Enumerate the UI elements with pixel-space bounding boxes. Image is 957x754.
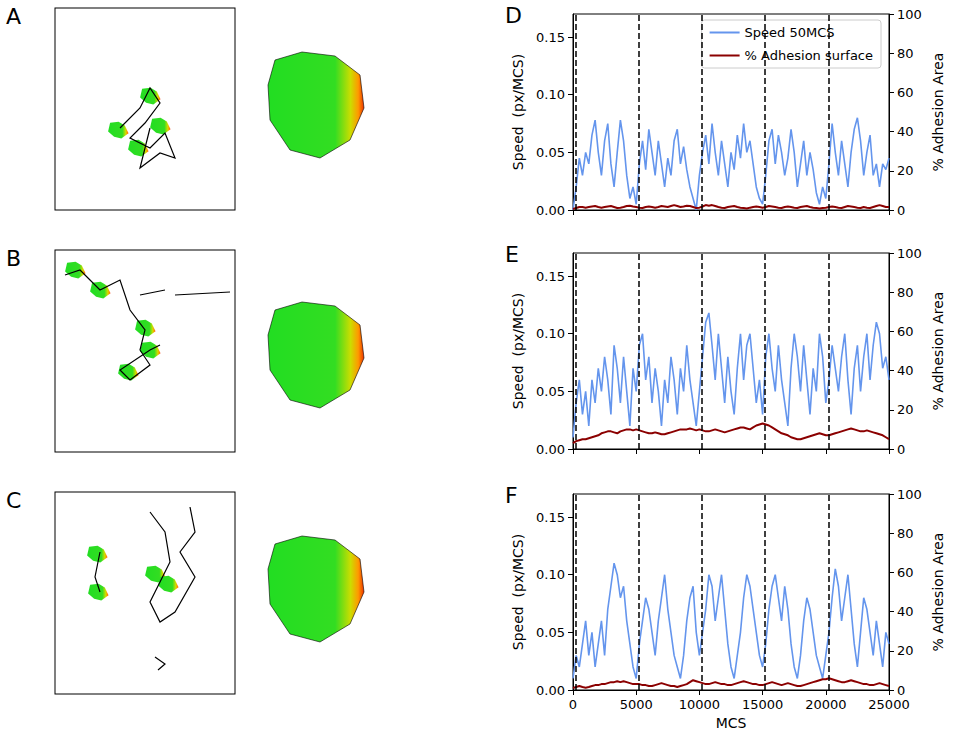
svg-text:10000: 10000	[679, 697, 720, 712]
svg-text:80: 80	[897, 46, 914, 61]
svg-text:0.15: 0.15	[536, 510, 565, 525]
svg-text:20: 20	[897, 163, 914, 178]
svg-text:40: 40	[897, 363, 914, 378]
svg-text:40: 40	[897, 124, 914, 139]
svg-text:% Adhesion surface: % Adhesion surface	[745, 48, 873, 63]
svg-text:C: C	[6, 488, 21, 513]
svg-text:25000: 25000	[868, 697, 909, 712]
svg-text:Speed (px/MCS): Speed (px/MCS)	[510, 534, 526, 650]
svg-text:20: 20	[897, 643, 914, 658]
svg-text:Speed 50MCS: Speed 50MCS	[745, 25, 835, 40]
svg-text:60: 60	[897, 85, 914, 100]
svg-text:0: 0	[897, 683, 905, 698]
svg-text:0.05: 0.05	[536, 145, 565, 160]
svg-text:0.05: 0.05	[536, 625, 565, 640]
svg-text:0.05: 0.05	[536, 384, 565, 399]
svg-text:40: 40	[897, 604, 914, 619]
svg-text:5000: 5000	[620, 697, 653, 712]
svg-text:20: 20	[897, 402, 914, 417]
svg-text:0.15: 0.15	[536, 30, 565, 45]
svg-text:80: 80	[897, 526, 914, 541]
svg-text:0.10: 0.10	[536, 326, 565, 341]
svg-text:15000: 15000	[742, 697, 783, 712]
svg-text:MCS: MCS	[716, 715, 747, 731]
svg-text:0.15: 0.15	[536, 269, 565, 284]
svg-text:0.00: 0.00	[536, 442, 565, 457]
svg-text:Speed (px/MCS): Speed (px/MCS)	[510, 54, 526, 170]
svg-text:D: D	[505, 3, 522, 28]
svg-text:F: F	[505, 483, 518, 508]
svg-text:Speed (px/MCS): Speed (px/MCS)	[510, 293, 526, 409]
svg-text:60: 60	[897, 324, 914, 339]
svg-text:0.00: 0.00	[536, 203, 565, 218]
svg-text:E: E	[505, 242, 519, 267]
svg-text:A: A	[6, 4, 21, 29]
svg-text:0.00: 0.00	[536, 683, 565, 698]
svg-text:% Adhesion Area: % Adhesion Area	[930, 533, 946, 652]
svg-text:80: 80	[897, 285, 914, 300]
svg-text:0.10: 0.10	[536, 87, 565, 102]
svg-text:100: 100	[897, 7, 922, 22]
svg-text:% Adhesion Area: % Adhesion Area	[930, 53, 946, 172]
svg-text:0: 0	[897, 203, 905, 218]
svg-text:0: 0	[897, 442, 905, 457]
svg-text:0: 0	[569, 697, 577, 712]
svg-text:% Adhesion Area: % Adhesion Area	[930, 292, 946, 411]
svg-text:100: 100	[897, 487, 922, 502]
svg-text:0.10: 0.10	[536, 567, 565, 582]
svg-text:60: 60	[897, 565, 914, 580]
svg-text:100: 100	[897, 246, 922, 261]
svg-text:20000: 20000	[805, 697, 846, 712]
svg-text:B: B	[6, 246, 21, 271]
